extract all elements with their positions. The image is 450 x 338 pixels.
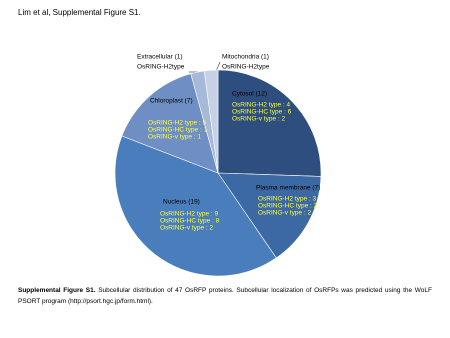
caption: Supplemental Figure S1. Subcellular dist… [18, 285, 432, 307]
slice-detail: OsRING-v type : 2 [160, 225, 213, 232]
slice-label: Chloroplast (7) [150, 98, 193, 105]
slice-detail: OsRING-HC type : 8 [160, 218, 220, 225]
slice-detail: OsRING-v type : 2 [258, 210, 311, 217]
slice-detail: OsRING-H2 type : 3 [258, 196, 317, 203]
slice-label: Plasma membrane (7) [256, 185, 320, 192]
slice-detail: OsRING-HC type : 6 [232, 109, 292, 116]
slice-detail: OsRING-H2type [137, 64, 185, 71]
slice-detail: OsRING-H2 type : 9 [160, 211, 219, 218]
slice-detail: OsRING-H2type [222, 64, 270, 71]
pie-slice [121, 73, 219, 174]
pie-slice [114, 135, 277, 277]
caption-label: Supplemental Figure S1. [18, 287, 96, 294]
pie-slice [217, 69, 322, 177]
slice-label: Extracellular (1) [137, 54, 183, 61]
pie-slice [203, 69, 219, 174]
slice-detail: OsRING-HC type : 2 [258, 203, 318, 210]
caption-text: Subcellular distribution of 47 OsRFP pro… [18, 287, 432, 305]
slice-detail: OsRING-H2 type : 5 [148, 120, 207, 127]
figure-title: Lim et al, Supplemental Figure S1. [18, 8, 141, 17]
slice-detail: OsRING-HC type : 1 [148, 127, 208, 134]
slice-label: Mitochondria (1) [222, 54, 269, 61]
pie-slice [217, 172, 322, 259]
slice-detail: OsRING-v type : 2 [232, 116, 285, 123]
slice-detail: OsRING-v type : 1 [148, 134, 201, 141]
slice-label: Cytosol (12) [232, 91, 267, 98]
slice-detail: OsRING-H2 type : 4 [232, 102, 291, 109]
slice-label: Nucleus (19) [163, 199, 200, 206]
